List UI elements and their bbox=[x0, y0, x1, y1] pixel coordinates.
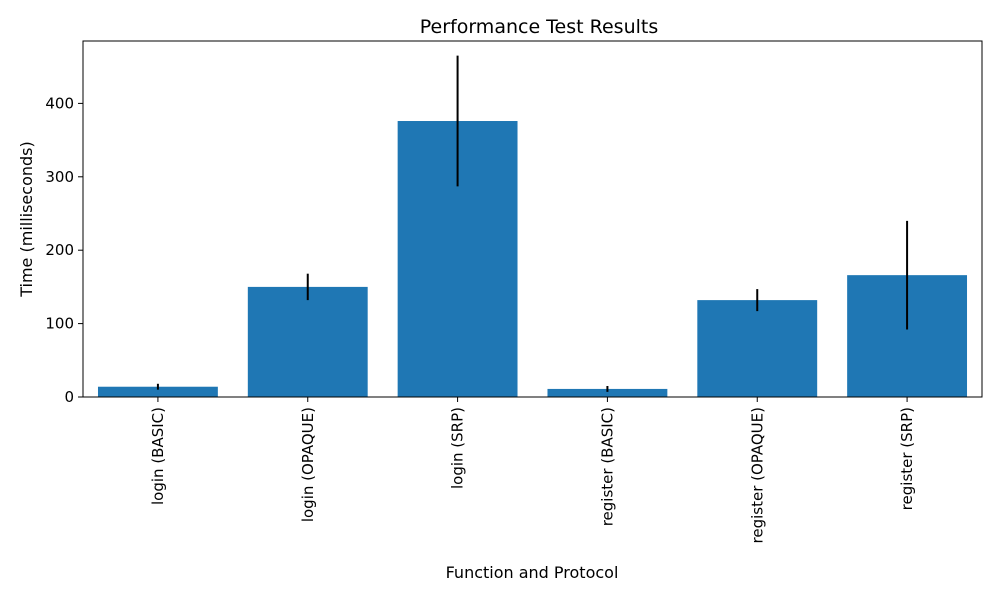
plot-frame bbox=[82, 40, 983, 398]
y-tick-label: 200 bbox=[45, 241, 74, 259]
y-axis-label: Time (milliseconds) bbox=[17, 141, 36, 298]
y-tick-label: 100 bbox=[45, 315, 74, 333]
x-tick-label: login (OPAQUE) bbox=[299, 407, 317, 522]
bars bbox=[97, 121, 968, 398]
y-tick-label: 400 bbox=[45, 94, 74, 112]
x-tick-label: register (OPAQUE) bbox=[748, 407, 766, 543]
bar bbox=[547, 388, 668, 397]
y-tick-label: 0 bbox=[64, 388, 74, 406]
y-axis: 0 100 200 300 400 bbox=[45, 94, 83, 406]
x-tick-label: register (SRP) bbox=[898, 407, 916, 510]
x-tick-label: login (BASIC) bbox=[149, 407, 167, 505]
y-tick-label: 300 bbox=[45, 168, 74, 186]
x-axis-label: Function and Protocol bbox=[446, 563, 619, 582]
bar bbox=[97, 386, 218, 397]
chart-title: Performance Test Results bbox=[420, 16, 659, 38]
x-tick-label: register (BASIC) bbox=[598, 407, 616, 526]
x-axis: login (BASIC) login (OPAQUE) login (SRP) re… bbox=[149, 397, 916, 543]
error-bars bbox=[156, 55, 909, 392]
x-tick-label: login (SRP) bbox=[449, 407, 467, 489]
bar bbox=[697, 300, 818, 397]
bar bbox=[247, 286, 368, 397]
